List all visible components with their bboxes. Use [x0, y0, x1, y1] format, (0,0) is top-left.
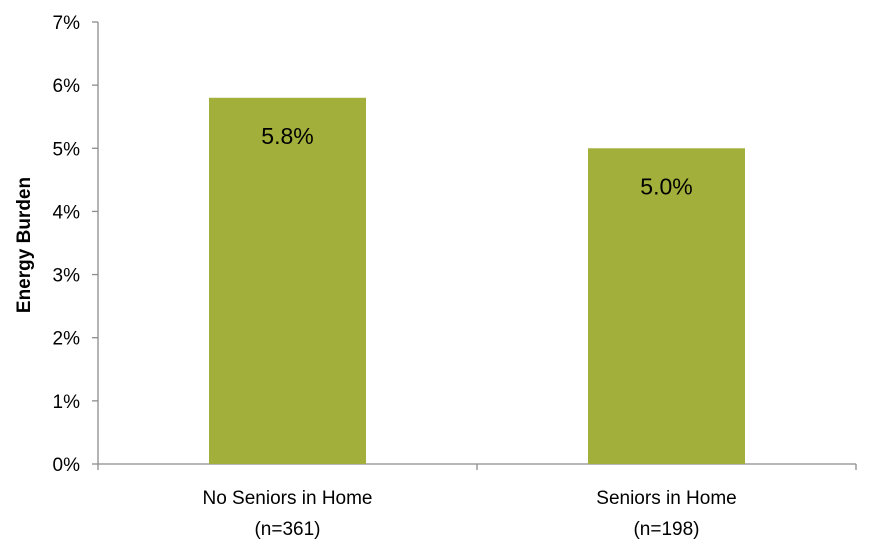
y-tick-label: 1%	[53, 392, 81, 413]
x-category-label: (n=198)	[633, 519, 699, 540]
x-category-label: No Seniors in Home	[202, 488, 372, 509]
bar	[588, 148, 745, 465]
y-tick-label: 4%	[53, 202, 81, 223]
y-tick-label: 6%	[53, 76, 81, 97]
y-tick-label: 2%	[53, 329, 81, 350]
data-label: 5.0%	[640, 173, 692, 199]
x-category-label: Seniors in Home	[596, 488, 736, 509]
y-tick-label: 0%	[53, 455, 81, 476]
y-axis-title: Energy Burden	[14, 177, 35, 313]
bar	[209, 97, 366, 465]
y-tick-label: 5%	[53, 139, 81, 160]
x-category-label: (n=361)	[254, 519, 320, 540]
y-tick-label: 3%	[53, 266, 81, 287]
data-label: 5.8%	[261, 123, 313, 149]
y-tick-label: 7%	[53, 13, 81, 34]
